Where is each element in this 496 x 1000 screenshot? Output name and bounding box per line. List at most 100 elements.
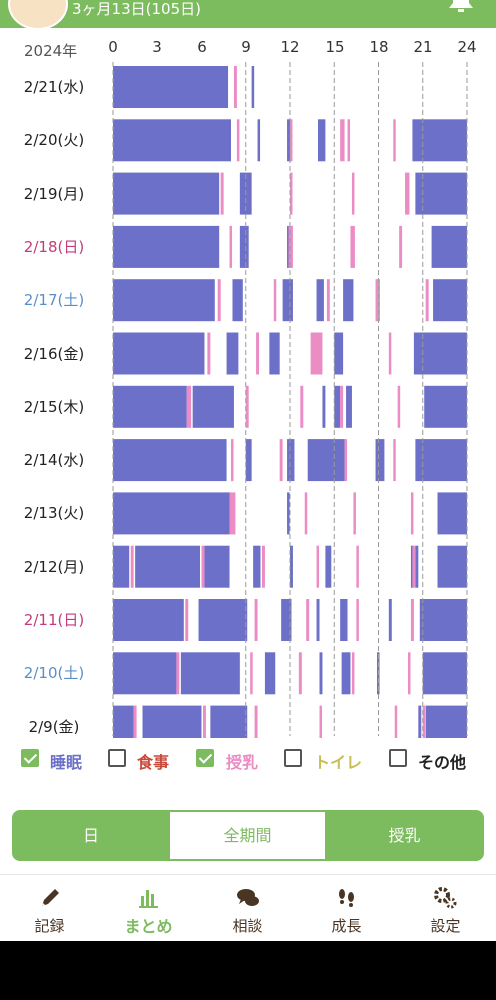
- feeding-bar[interactable]: [288, 225, 293, 268]
- sleep-bar[interactable]: [113, 172, 220, 215]
- feeding-bar[interactable]: [254, 599, 258, 641]
- sleep-bar[interactable]: [325, 545, 332, 588]
- sleep-bar[interactable]: [437, 545, 468, 588]
- sleep-bar[interactable]: [422, 652, 467, 695]
- sleep-bar[interactable]: [433, 279, 467, 322]
- feeding-bar[interactable]: [347, 119, 351, 162]
- feeding-bar[interactable]: [393, 119, 396, 162]
- sleep-bar[interactable]: [113, 652, 177, 695]
- feeding-bar[interactable]: [306, 599, 310, 641]
- nav-item-growth[interactable]: 成長: [297, 875, 396, 941]
- tab-all-period[interactable]: 全期間: [170, 810, 325, 861]
- sleep-bar[interactable]: [210, 705, 248, 738]
- sleep-bar[interactable]: [375, 439, 385, 482]
- sleep-bar[interactable]: [388, 599, 392, 641]
- feeding-bar[interactable]: [375, 279, 380, 322]
- feeding-bar[interactable]: [397, 385, 401, 428]
- sleep-bar[interactable]: [287, 119, 290, 162]
- feeding-bar[interactable]: [250, 652, 253, 695]
- nav-item-record[interactable]: 記録: [0, 875, 99, 941]
- sleep-bar[interactable]: [437, 492, 468, 535]
- food-checkbox[interactable]: [108, 749, 126, 767]
- sleep-checkbox[interactable]: [21, 749, 39, 767]
- sleep-bar[interactable]: [113, 66, 229, 108]
- sleep-bar[interactable]: [425, 705, 467, 738]
- feeding-bar[interactable]: [393, 439, 396, 482]
- sleep-bar[interactable]: [113, 332, 205, 375]
- sleep-bar[interactable]: [142, 705, 202, 738]
- sleep-bar[interactable]: [113, 439, 227, 482]
- sleep-bar[interactable]: [346, 385, 352, 428]
- feeding-bar[interactable]: [261, 545, 265, 588]
- sleep-bar[interactable]: [307, 439, 345, 482]
- sleep-bar[interactable]: [410, 545, 414, 588]
- sleep-bar[interactable]: [322, 385, 326, 428]
- feeding-bar[interactable]: [273, 279, 277, 322]
- sleep-bar[interactable]: [232, 279, 243, 322]
- sleep-bar[interactable]: [412, 119, 467, 162]
- sleep-bar[interactable]: [198, 599, 248, 641]
- feeding-bar[interactable]: [290, 172, 293, 215]
- sleep-bar[interactable]: [245, 439, 252, 482]
- feeding-bar[interactable]: [310, 332, 323, 375]
- feeding-bar[interactable]: [356, 545, 359, 588]
- feeding-bar[interactable]: [233, 66, 237, 108]
- sleep-bar[interactable]: [113, 545, 130, 588]
- sleep-bar[interactable]: [287, 439, 295, 482]
- feeding-bar[interactable]: [388, 332, 392, 375]
- feeding-bar[interactable]: [300, 385, 304, 428]
- feeding-checkbox[interactable]: [196, 749, 214, 767]
- feeding-bar[interactable]: [412, 545, 416, 588]
- feeding-bar[interactable]: [316, 545, 320, 588]
- feeding-bar[interactable]: [353, 492, 356, 535]
- feeding-bar[interactable]: [351, 652, 355, 695]
- sleep-bar[interactable]: [264, 652, 276, 695]
- sleep-bar[interactable]: [319, 652, 323, 695]
- feeding-bar[interactable]: [356, 599, 359, 641]
- tab-feeding[interactable]: 授乳: [388, 826, 421, 845]
- feeding-bar[interactable]: [351, 172, 355, 215]
- feeding-bar[interactable]: [201, 545, 205, 588]
- sleep-bar[interactable]: [282, 279, 293, 322]
- sleep-bar[interactable]: [415, 172, 467, 215]
- sleep-bar[interactable]: [257, 119, 261, 162]
- timeline-chart[interactable]: [0, 0, 496, 738]
- sleep-bar[interactable]: [287, 492, 290, 535]
- feeding-bar[interactable]: [405, 172, 410, 215]
- sleep-bar[interactable]: [424, 385, 467, 428]
- sleep-bar[interactable]: [290, 545, 293, 588]
- sleep-bar[interactable]: [226, 332, 239, 375]
- sleep-bar[interactable]: [113, 385, 187, 428]
- sleep-bar[interactable]: [135, 545, 201, 588]
- sleep-bar[interactable]: [113, 492, 230, 535]
- sleep-bar[interactable]: [334, 385, 341, 428]
- feeding-bar[interactable]: [207, 332, 211, 375]
- feeding-bar[interactable]: [254, 705, 258, 738]
- sleep-bar[interactable]: [269, 332, 280, 375]
- sleep-bar[interactable]: [341, 652, 351, 695]
- feeding-bar[interactable]: [220, 172, 224, 215]
- sleep-bar[interactable]: [343, 279, 354, 322]
- sleep-bar[interactable]: [253, 545, 261, 588]
- sleep-bar[interactable]: [192, 385, 234, 428]
- feeding-bar[interactable]: [394, 705, 398, 738]
- nav-item-consult[interactable]: 相談: [198, 875, 297, 941]
- feeding-bar[interactable]: [408, 652, 411, 695]
- feeding-bar[interactable]: [410, 599, 414, 641]
- feeding-bar[interactable]: [256, 332, 260, 375]
- sleep-bar[interactable]: [340, 599, 348, 641]
- sleep-bar[interactable]: [431, 225, 467, 268]
- feeding-bar[interactable]: [217, 279, 221, 322]
- sleep-bar[interactable]: [418, 705, 422, 738]
- feeding-bar[interactable]: [279, 439, 283, 482]
- bell-icon[interactable]: [444, 0, 478, 16]
- feeding-bar[interactable]: [236, 119, 240, 162]
- sleep-bar[interactable]: [113, 279, 215, 322]
- sleep-bar[interactable]: [419, 599, 467, 641]
- sleep-bar[interactable]: [316, 279, 324, 322]
- feeding-bar[interactable]: [133, 705, 137, 738]
- feeding-bar[interactable]: [399, 225, 403, 268]
- sleep-bar[interactable]: [334, 332, 344, 375]
- feeding-bar[interactable]: [176, 652, 180, 695]
- sleep-bar[interactable]: [113, 225, 220, 268]
